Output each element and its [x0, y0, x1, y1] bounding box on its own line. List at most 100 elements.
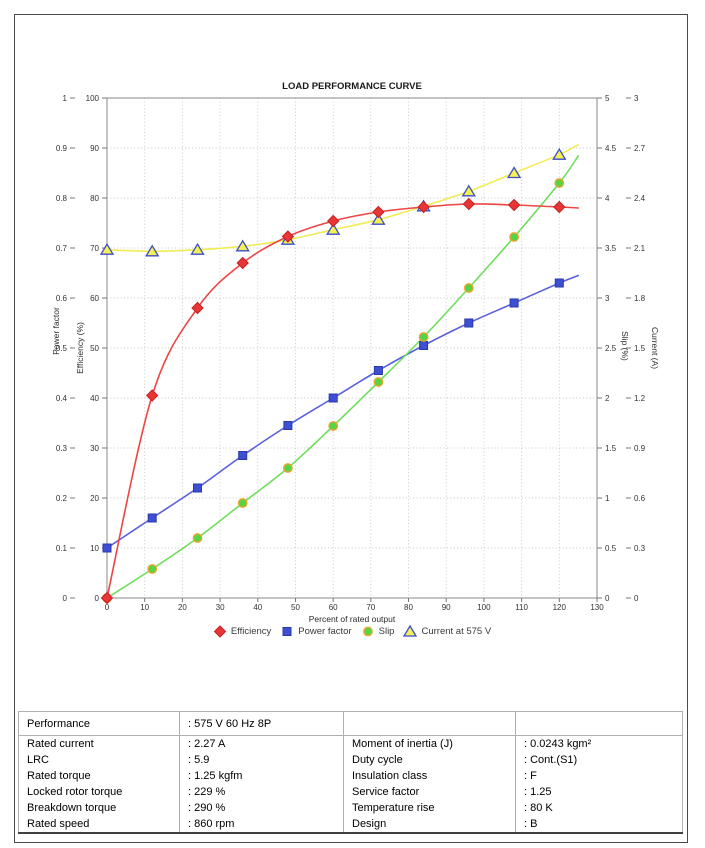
svg-text:50: 50 — [291, 603, 300, 612]
spec-value: : 2.27 A — [179, 735, 344, 752]
svg-text:110: 110 — [515, 603, 528, 612]
spec-label: Moment of inertia (J) — [343, 735, 516, 752]
svg-text:0.9: 0.9 — [56, 144, 68, 153]
svg-text:4: 4 — [605, 194, 610, 203]
legend-label: Current at 575 V — [421, 626, 492, 637]
efficiency-diamond-icon — [213, 625, 227, 638]
svg-text:50: 50 — [90, 344, 99, 353]
spec-value: : Cont.(S1) — [515, 752, 683, 768]
gridlines — [107, 98, 597, 598]
spec-row: Rated torque : 1.25 kgfm Insulation clas… — [18, 768, 683, 784]
svg-text:1: 1 — [605, 494, 610, 503]
svg-text:0.8: 0.8 — [56, 194, 68, 203]
x-axis-title: Percent of rated output — [309, 614, 396, 624]
svg-text:90: 90 — [442, 603, 451, 612]
series-markers — [99, 147, 567, 605]
spec-label: Service factor — [343, 784, 516, 800]
svg-text:0.2: 0.2 — [56, 494, 68, 503]
series-markers-slip — [102, 178, 565, 603]
svg-text:0: 0 — [105, 603, 110, 612]
spec-label: Insulation class — [343, 768, 516, 784]
axis-slip: 0 0.5 1 1.5 2 2.5 3 3.5 4 4.5 5 — [597, 94, 617, 603]
spec-table: Performance : 575 V 60 Hz 8P Rated curre… — [18, 711, 683, 834]
spec-value: : 290 % — [179, 800, 344, 816]
svg-text:30: 30 — [90, 444, 99, 453]
spec-cell-empty — [515, 711, 683, 736]
svg-text:0.3: 0.3 — [56, 444, 68, 453]
series-lines — [106, 143, 579, 599]
legend-label: Efficiency — [230, 626, 272, 637]
axis-x: 0 10 20 30 40 50 60 70 80 90 100 110 120 130 — [105, 598, 604, 612]
series-markers-power_factor — [102, 278, 564, 553]
svg-text:2.4: 2.4 — [634, 194, 646, 203]
spec-value: : 5.9 — [179, 752, 344, 768]
svg-text:10: 10 — [140, 603, 149, 612]
svg-text:3: 3 — [605, 294, 610, 303]
svg-text:120: 120 — [553, 603, 567, 612]
svg-text:0.3: 0.3 — [634, 544, 646, 553]
svg-text:0.5: 0.5 — [56, 344, 68, 353]
spec-cell-empty — [343, 711, 516, 736]
legend-item-power-factor: Power factor — [280, 625, 352, 638]
svg-text:0: 0 — [634, 594, 639, 603]
svg-text:100: 100 — [86, 94, 100, 103]
svg-text:0.7: 0.7 — [56, 244, 68, 253]
power-factor-square-icon — [282, 627, 292, 636]
svg-text:1.2: 1.2 — [634, 394, 646, 403]
spec-row: Locked rotor torque : 229 % Service fact… — [18, 784, 683, 800]
spec-row: LRC : 5.9 Duty cycle : Cont.(S1) — [18, 752, 683, 768]
svg-text:0.5: 0.5 — [605, 544, 617, 553]
power-factor-axis-title: Power factor — [51, 307, 61, 355]
spec-label: Temperature rise — [343, 800, 516, 816]
spec-label: Rated speed — [18, 816, 180, 833]
svg-text:20: 20 — [90, 494, 99, 503]
svg-text:130: 130 — [590, 603, 604, 612]
svg-text:2: 2 — [605, 394, 610, 403]
series-markers-current — [99, 147, 567, 257]
spec-value: : B — [515, 816, 683, 833]
svg-text:0.9: 0.9 — [634, 444, 646, 453]
svg-text:70: 70 — [366, 603, 375, 612]
svg-text:60: 60 — [329, 603, 338, 612]
legend-item-slip: Slip — [361, 625, 395, 638]
slip-circle-icon — [362, 626, 373, 637]
spec-label: Performance — [18, 711, 180, 736]
svg-text:2.7: 2.7 — [634, 144, 646, 153]
current-triangle-icon — [403, 625, 418, 637]
svg-text:5: 5 — [605, 94, 610, 103]
axes-ticks: 00.10.20.30.40.50.60.70.80.9101020304050… — [56, 94, 646, 612]
spec-label: LRC — [18, 752, 180, 768]
spec-value: : 0.0243 kgm² — [515, 735, 683, 752]
current-axis-title: Current (A) — [650, 327, 660, 369]
legend-item-current: Current at 575 V — [403, 625, 491, 638]
svg-text:1.5: 1.5 — [634, 344, 646, 353]
spec-value: : 1.25 — [515, 784, 683, 800]
svg-text:0.6: 0.6 — [56, 294, 68, 303]
spec-row: Rated current : 2.27 A Moment of inertia… — [18, 735, 683, 752]
axis-current: 0 0.3 0.6 0.9 1.2 1.5 1.8 2.1 2.4 2.7 3 — [626, 94, 646, 603]
svg-text:0.6: 0.6 — [634, 494, 646, 503]
efficiency-axis-title: Efficiency (%) — [75, 322, 85, 374]
spec-label: Design — [343, 816, 516, 833]
spec-row: Rated speed : 860 rpm Design : B — [18, 816, 683, 833]
svg-text:90: 90 — [90, 144, 99, 153]
svg-text:0.4: 0.4 — [56, 394, 68, 403]
series-markers-efficiency — [100, 197, 566, 605]
load-performance-chart: 00.10.20.30.40.50.60.70.80.9101020304050… — [51, 81, 660, 624]
svg-text:0: 0 — [95, 594, 100, 603]
series-line-current — [106, 143, 579, 253]
svg-text:70: 70 — [90, 244, 99, 253]
spec-label: Locked rotor torque — [18, 784, 180, 800]
spec-label: Rated torque — [18, 768, 180, 784]
chart-title: LOAD PERFORMANCE CURVE — [282, 81, 422, 92]
svg-text:2.5: 2.5 — [605, 344, 617, 353]
svg-text:60: 60 — [90, 294, 99, 303]
chart-legend: Efficiency Power factor Slip Current at … — [107, 625, 597, 638]
spec-label: Breakdown torque — [18, 800, 180, 816]
spec-value: : 575 V 60 Hz 8P — [179, 711, 344, 736]
svg-text:1.5: 1.5 — [605, 444, 617, 453]
svg-text:3: 3 — [634, 94, 639, 103]
spec-value: : 1.25 kgfm — [179, 768, 344, 784]
legend-label: Slip — [378, 626, 395, 637]
